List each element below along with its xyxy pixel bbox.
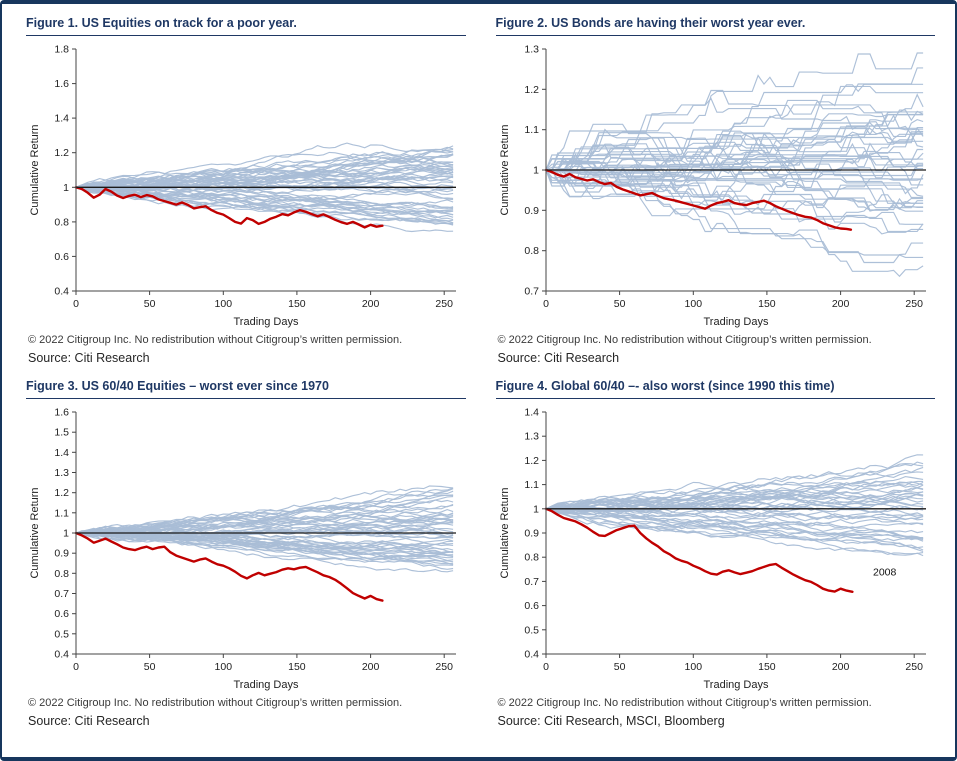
figure-panel-global-6040: Figure 4. Global 60/40 –- also worst (si… xyxy=(495,379,936,732)
svg-text:0.9: 0.9 xyxy=(524,528,539,540)
source-text: Source: Citi Research, MSCI, Bloomberg xyxy=(497,714,725,728)
svg-text:Cumulative Return: Cumulative Return xyxy=(29,487,41,578)
svg-text:50: 50 xyxy=(613,298,625,310)
svg-text:Trading Days: Trading Days xyxy=(233,316,299,328)
chart-svg: 0.4 0.6 0.8 1 1.2 1.4 1.6 1.8 0 50 100 150 200 250 Tra… xyxy=(29,44,456,328)
svg-text:1.2: 1.2 xyxy=(54,147,69,159)
svg-text:1: 1 xyxy=(63,182,69,194)
svg-text:1.2: 1.2 xyxy=(54,487,69,499)
svg-text:0: 0 xyxy=(543,661,549,673)
svg-text:Cumulative Return: Cumulative Return xyxy=(499,124,511,215)
figure-title: Figure 3. US 60/40 Equities – worst ever… xyxy=(26,379,466,399)
svg-text:0.4: 0.4 xyxy=(524,649,539,661)
svg-text:0.8: 0.8 xyxy=(524,245,539,257)
svg-text:1: 1 xyxy=(63,528,69,540)
svg-text:250: 250 xyxy=(905,661,923,673)
svg-text:150: 150 xyxy=(758,661,776,673)
svg-text:0.6: 0.6 xyxy=(524,600,539,612)
svg-text:1.1: 1.1 xyxy=(524,479,539,491)
svg-text:1.5: 1.5 xyxy=(54,427,69,439)
svg-text:0.5: 0.5 xyxy=(54,628,69,640)
figure-panel-us-6040: Figure 3. US 60/40 Equities – worst ever… xyxy=(26,379,466,732)
svg-text:0.8: 0.8 xyxy=(524,552,539,564)
source-text: Source: Citi Research xyxy=(28,351,150,365)
svg-text:150: 150 xyxy=(288,298,306,310)
svg-text:1.3: 1.3 xyxy=(524,431,539,443)
svg-text:150: 150 xyxy=(288,661,306,673)
svg-text:1.2: 1.2 xyxy=(524,84,539,96)
svg-text:200: 200 xyxy=(362,661,380,673)
svg-text:1.8: 1.8 xyxy=(54,44,69,56)
svg-text:200: 200 xyxy=(831,298,849,310)
svg-text:Trading Days: Trading Days xyxy=(703,316,769,328)
copyright-text: © 2022 Citigroup Inc. No redistribution … xyxy=(497,697,872,709)
svg-text:200: 200 xyxy=(362,298,380,310)
figure-title: Figure 1. US Equities on track for a poo… xyxy=(26,16,466,36)
svg-text:100: 100 xyxy=(684,298,702,310)
svg-text:100: 100 xyxy=(215,298,233,310)
svg-text:1.3: 1.3 xyxy=(524,44,539,56)
chart-svg: 0.4 0.5 0.6 0.7 0.8 0.9 1 1.1 1.2 1.3 1.4 1.5 1.6 0 50… xyxy=(29,407,456,691)
svg-text:250: 250 xyxy=(905,298,923,310)
svg-text:0: 0 xyxy=(73,661,79,673)
source-text: Source: Citi Research xyxy=(497,351,620,365)
chart-global-6040: 0.4 0.5 0.6 0.7 0.8 0.9 1 1.1 1.2 1.3 1.4 0 50 100 150… xyxy=(496,404,936,694)
svg-text:0.6: 0.6 xyxy=(54,251,69,263)
copyright-text: © 2022 Citigroup Inc. No redistribution … xyxy=(28,334,403,346)
svg-text:Cumulative Return: Cumulative Return xyxy=(499,487,511,578)
svg-text:0.5: 0.5 xyxy=(524,624,539,636)
svg-text:0: 0 xyxy=(543,298,549,310)
svg-text:1: 1 xyxy=(533,503,539,515)
svg-text:0.6: 0.6 xyxy=(54,608,69,620)
chart-us-6040: 0.4 0.5 0.6 0.7 0.8 0.9 1 1.1 1.2 1.3 1.4 1.5 1.6 0 50… xyxy=(26,404,466,694)
svg-text:100: 100 xyxy=(215,661,233,673)
svg-text:1: 1 xyxy=(533,165,539,177)
figure-panel-us-bonds: Figure 2. US Bonds are having their wors… xyxy=(495,16,936,369)
svg-text:1.1: 1.1 xyxy=(524,124,539,136)
chart-svg: 0.7 0.8 0.9 1 1.1 1.2 1.3 0 50 100 150 200 250 Tradin… xyxy=(499,44,926,328)
svg-text:0.4: 0.4 xyxy=(54,649,69,661)
svg-text:0: 0 xyxy=(73,298,79,310)
svg-text:1.2: 1.2 xyxy=(524,455,539,467)
svg-text:0.8: 0.8 xyxy=(54,216,69,228)
chart-svg: 0.4 0.5 0.6 0.7 0.8 0.9 1 1.1 1.2 1.3 1.4 0 50 100 150… xyxy=(499,407,926,691)
svg-text:1.4: 1.4 xyxy=(54,113,69,125)
svg-text:250: 250 xyxy=(435,661,453,673)
svg-text:1.6: 1.6 xyxy=(54,407,69,419)
copyright-text: © 2022 Citigroup Inc. No redistribution … xyxy=(497,334,872,346)
svg-text:2008: 2008 xyxy=(873,566,897,578)
svg-text:0.7: 0.7 xyxy=(54,588,69,600)
svg-text:1.1: 1.1 xyxy=(54,507,69,519)
svg-text:Cumulative Return: Cumulative Return xyxy=(29,124,41,215)
svg-text:1.4: 1.4 xyxy=(524,407,539,419)
svg-text:Trading Days: Trading Days xyxy=(703,679,769,691)
figure-grid: Figure 1. US Equities on track for a poo… xyxy=(26,16,935,732)
svg-text:50: 50 xyxy=(613,661,625,673)
svg-text:200: 200 xyxy=(831,661,849,673)
svg-text:0.8: 0.8 xyxy=(54,568,69,580)
source-text: Source: Citi Research xyxy=(28,714,150,728)
svg-text:0.9: 0.9 xyxy=(54,548,69,560)
svg-text:0.4: 0.4 xyxy=(54,286,69,298)
svg-text:100: 100 xyxy=(684,661,702,673)
copyright-text: © 2022 Citigroup Inc. No redistribution … xyxy=(28,697,403,709)
svg-text:0.9: 0.9 xyxy=(524,205,539,217)
svg-text:150: 150 xyxy=(758,298,776,310)
svg-text:1.6: 1.6 xyxy=(54,78,69,90)
svg-text:0.7: 0.7 xyxy=(524,576,539,588)
figure-panel-us-equities: Figure 1. US Equities on track for a poo… xyxy=(26,16,466,369)
svg-text:50: 50 xyxy=(144,661,156,673)
svg-text:250: 250 xyxy=(435,298,453,310)
svg-text:50: 50 xyxy=(144,298,156,310)
svg-text:1.3: 1.3 xyxy=(54,467,69,479)
chart-us-bonds: 0.7 0.8 0.9 1 1.1 1.2 1.3 0 50 100 150 200 250 Tradin… xyxy=(496,41,936,331)
figure-title: Figure 2. US Bonds are having their wors… xyxy=(495,16,935,36)
svg-text:0.7: 0.7 xyxy=(524,286,539,298)
svg-text:1.4: 1.4 xyxy=(54,447,69,459)
figure-title: Figure 4. Global 60/40 –- also worst (si… xyxy=(495,379,935,399)
chart-us-equities: 0.4 0.6 0.8 1 1.2 1.4 1.6 1.8 0 50 100 150 200 250 Tra… xyxy=(26,41,466,331)
svg-text:Trading Days: Trading Days xyxy=(233,679,299,691)
